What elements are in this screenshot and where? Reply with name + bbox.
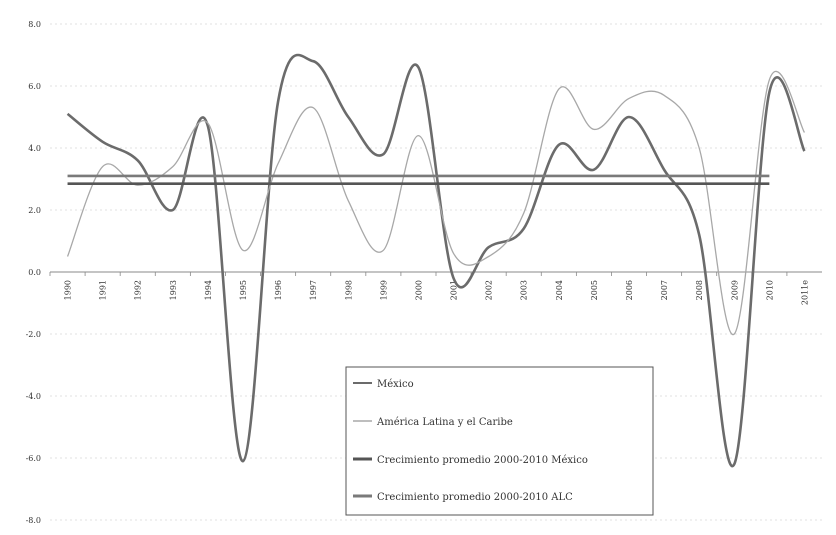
x-tick-label: 1992: [134, 280, 143, 300]
series-line-mexico: [66, 53, 806, 468]
x-tick-label: 2007: [660, 280, 669, 300]
x-tick-label: 1998: [344, 280, 353, 300]
x-tick-label: 1999: [379, 280, 388, 300]
x-tick-label: 1991: [99, 280, 108, 300]
x-tick-label: 2006: [625, 280, 634, 300]
y-tick-label: -2.0: [26, 330, 41, 339]
legend-label-avg-alc: Crecimiento promedio 2000-2010 ALC: [377, 492, 573, 503]
x-tick-label: 2008: [695, 280, 704, 300]
x-tick-label: 1995: [239, 280, 248, 300]
x-tick-label: 1997: [309, 280, 318, 300]
legend-label-alc: América Latina y el Caribe: [376, 417, 513, 428]
x-tick-label: 2002: [485, 280, 494, 300]
y-axis-ticks: 8.0 6.0 4.0 2.0 0.0 -2.0 -4.0 -6.0 -8.0: [26, 20, 41, 525]
y-tick-label: 6.0: [28, 82, 41, 91]
legend: México América Latina y el Caribe Crecim…: [345, 366, 654, 516]
series-line-alc: [66, 70, 806, 335]
y-tick-label: -4.0: [26, 392, 41, 401]
y-tick-label: 8.0: [28, 20, 41, 29]
x-tick-label: 1996: [274, 280, 283, 300]
x-tick-label: 2000: [414, 280, 423, 300]
x-tick-label: 2010: [765, 280, 774, 300]
y-tick-label: -8.0: [26, 516, 41, 525]
x-tick-label: 2001: [450, 280, 459, 300]
legend-box: [345, 366, 654, 516]
x-tick-label: 2005: [590, 280, 599, 300]
legend-label-avg-mexico: Crecimiento promedio 2000-2010 México: [377, 455, 588, 466]
y-tick-label: 0.0: [28, 268, 41, 277]
x-tick-label: 1993: [169, 280, 178, 300]
y-tick-label: -6.0: [26, 454, 41, 463]
x-tick-label: 1990: [64, 280, 73, 300]
y-tick-label: 4.0: [28, 144, 41, 153]
legend-label-mexico: México: [377, 379, 414, 390]
x-tick-label: 1994: [204, 280, 213, 300]
x-tick-label: 2009: [730, 280, 739, 300]
y-tick-label: 2.0: [28, 206, 41, 215]
x-tick-label: 2003: [520, 280, 529, 300]
x-tick-label: 2004: [555, 280, 564, 300]
x-axis-ticks: 1990 1991 1992 1993 1994 1995 1996 1997 1998 1999…: [49, 272, 809, 305]
x-tick-label: 2011e: [800, 280, 809, 305]
series-lines: [66, 53, 806, 468]
